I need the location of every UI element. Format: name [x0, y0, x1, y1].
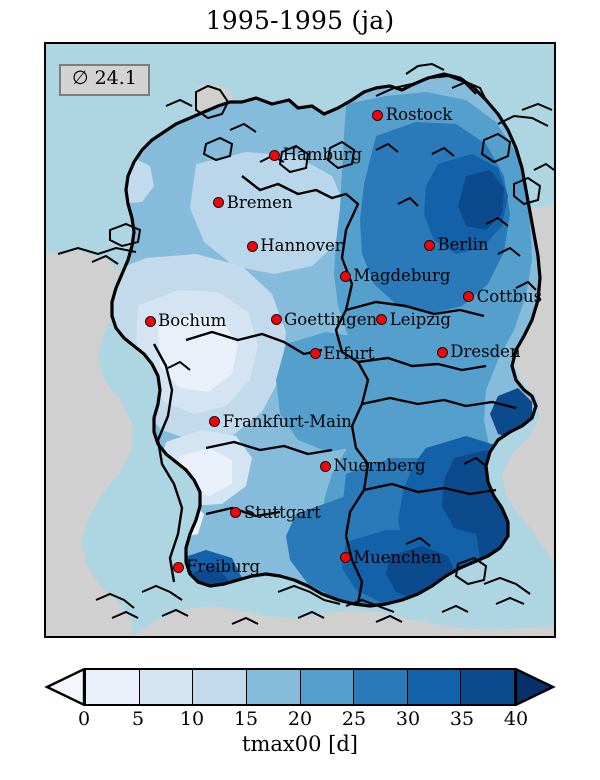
colorbar-extend-max-arrow — [515, 668, 556, 706]
city-dot-icon — [144, 315, 156, 327]
colorbar-extend-min-arrow — [44, 668, 85, 706]
colorbar-gradient[interactable] — [84, 668, 516, 706]
city-dot-icon — [172, 561, 184, 573]
mean-annotation-box: ∅ 24.1 — [59, 64, 150, 96]
city-label: Muenchen — [353, 547, 442, 567]
city-dot-icon — [436, 346, 448, 358]
city-dot-icon — [270, 314, 282, 326]
city-dot-icon — [246, 240, 258, 252]
colorbar-segment-15-20 — [246, 670, 301, 704]
city-label: Nuernberg — [333, 456, 426, 476]
city-dot-icon — [209, 416, 221, 428]
city-label: Leipzig — [389, 309, 451, 329]
figure-title: 1995-1995 (ja) — [205, 6, 395, 35]
city-dot-icon — [230, 507, 242, 519]
city-label: Berlin — [437, 235, 489, 255]
map-graphic — [46, 44, 554, 636]
colorbar-segment-10-15 — [193, 670, 247, 704]
city-dot-icon — [339, 270, 351, 282]
colorbar-tick: 0 — [77, 708, 91, 730]
colorbar[interactable]: 0 5 10 15 20 25 30 35 40 — [44, 668, 556, 730]
city-label: Hannover — [260, 236, 343, 256]
city-label: Dresden — [450, 342, 521, 362]
city-dot-icon — [339, 552, 351, 564]
city-dot-icon — [372, 109, 384, 121]
city-dot-icon — [463, 291, 475, 303]
colorbar-axis-label: tmax00 [d] — [242, 732, 358, 756]
city-label: Freiburg — [186, 557, 261, 577]
city-dot-icon — [269, 149, 281, 161]
city-label: Rostock — [385, 105, 453, 125]
colorbar-tick: 20 — [287, 708, 313, 730]
city-dot-icon — [319, 460, 331, 472]
city-dot-icon — [376, 314, 388, 326]
colorbar-segment-20-25 — [300, 670, 355, 704]
colorbar-segment-30-35 — [407, 670, 462, 704]
colorbar-tick: 40 — [503, 708, 529, 730]
colorbar-tick: 10 — [179, 708, 205, 730]
city-label: Bremen — [226, 192, 293, 212]
city-dot-icon — [309, 348, 321, 360]
colorbar-tick: 30 — [395, 708, 421, 730]
city-label: Bochum — [158, 311, 227, 331]
city-dot-icon — [424, 239, 436, 251]
city-label: Stuttgart — [243, 502, 321, 522]
colorbar-segment-5-10 — [139, 670, 194, 704]
mean-annotation-text: ∅ 24.1 — [72, 67, 137, 89]
colorbar-tick-labels: 0 5 10 15 20 25 30 35 40 — [78, 708, 528, 734]
colorbar-tick: 25 — [341, 708, 367, 730]
map-axes[interactable]: ∅ 24.1 Rostock Hamburg Bremen Hannover B… — [44, 42, 556, 638]
colorbar-segment-25-30 — [354, 670, 408, 704]
city-label: Magdeburg — [353, 266, 451, 286]
colorbar-segment-0-5 — [86, 670, 140, 704]
city-dot-icon — [213, 197, 225, 209]
city-label: Frankfurt-Main — [222, 411, 352, 431]
colorbar-segment-35-40 — [461, 670, 514, 704]
colorbar-tick: 35 — [449, 708, 475, 730]
city-label: Hamburg — [282, 145, 363, 165]
city-label: Erfurt — [323, 343, 375, 363]
colorbar-tick: 15 — [233, 708, 259, 730]
city-label: Cottbus — [476, 286, 543, 306]
city-label: Goettingen — [284, 309, 378, 329]
colorbar-tick: 5 — [131, 708, 145, 730]
